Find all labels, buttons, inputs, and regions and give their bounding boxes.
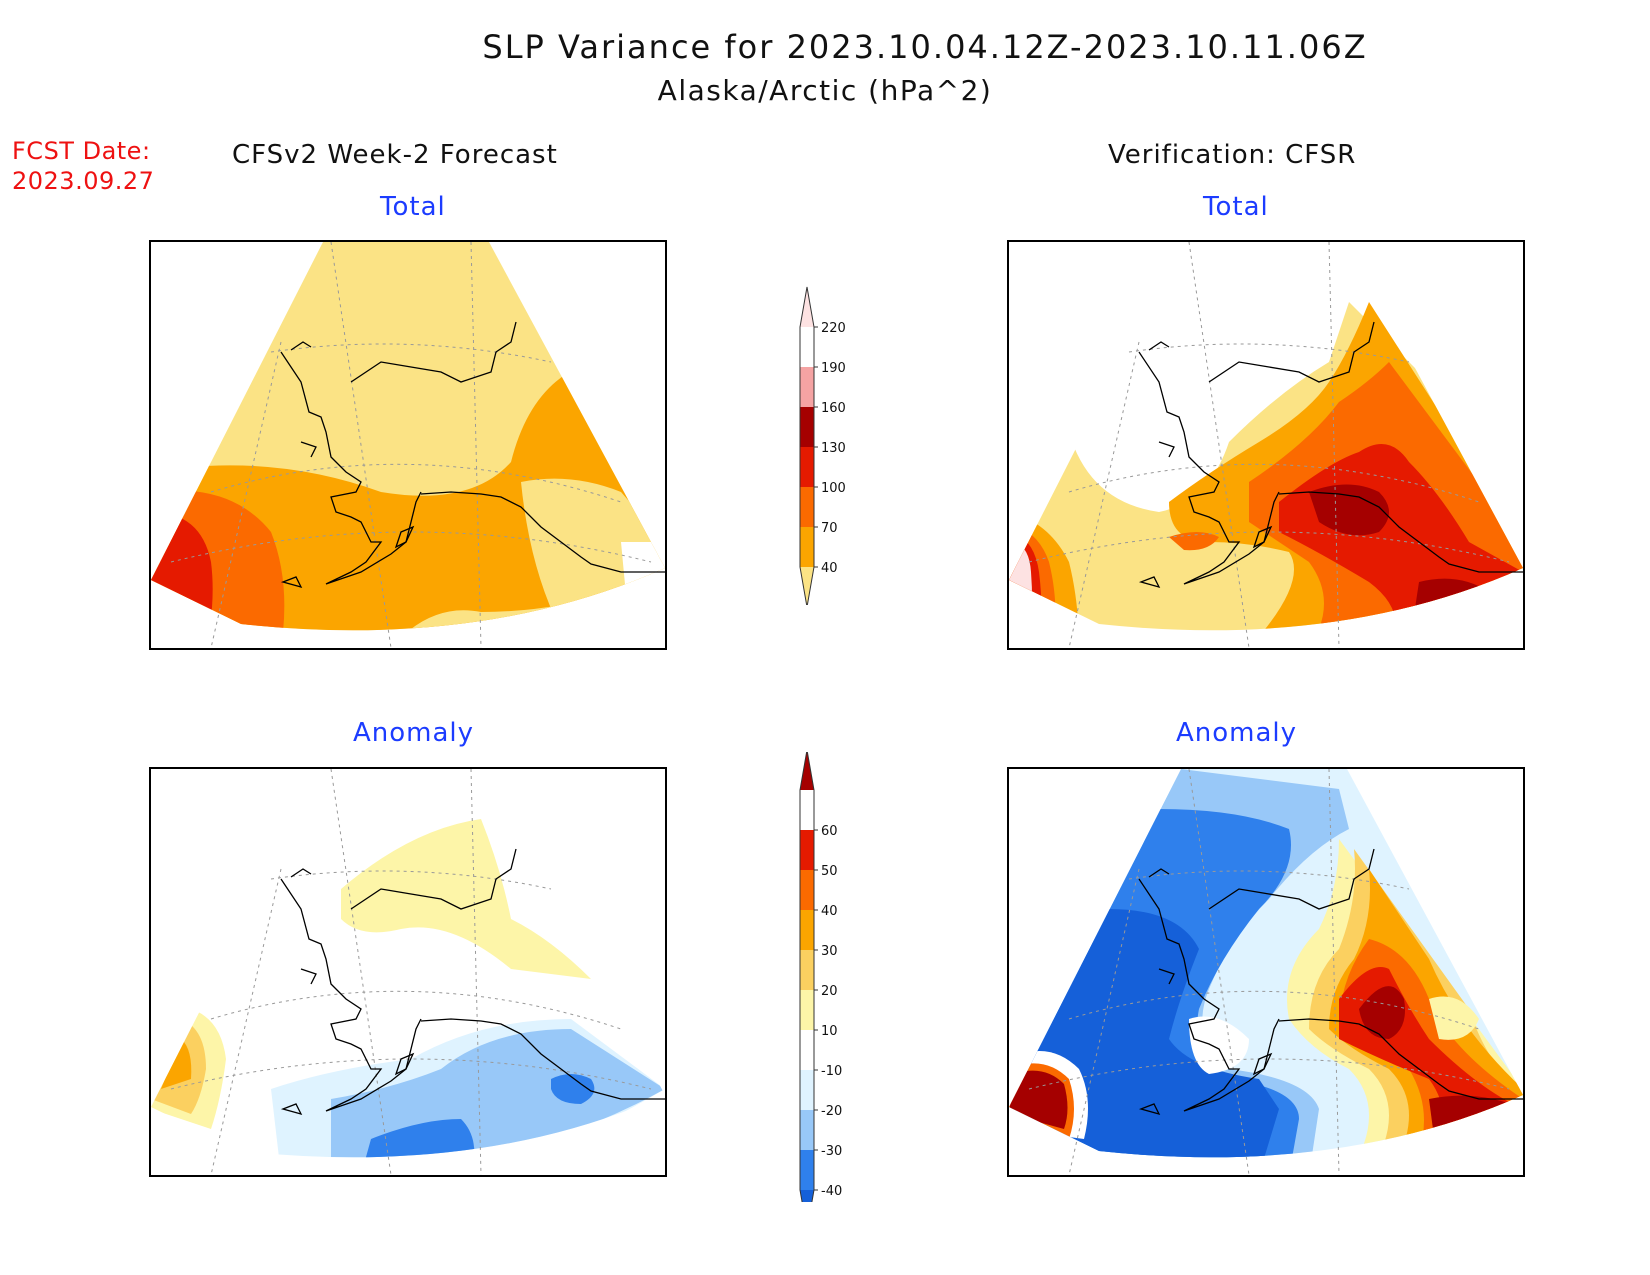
fcst-date-value: 2023.09.27 (12, 167, 155, 195)
anomaly-colorbar-tick-label: 50 (821, 864, 838, 879)
main-title: SLP Variance for 2023.10.04.12Z-2023.10.… (482, 28, 1368, 66)
anomaly-colorbar-swatch (800, 1070, 814, 1110)
total-colorbar-tick-label: 100 (821, 481, 846, 496)
main-subtitle: Alaska/Arctic (hPa^2) (657, 74, 993, 107)
anomaly-colorbar-swatch (800, 1110, 814, 1150)
verification-total-label: Total (1203, 192, 1269, 222)
verification-total-map (1007, 240, 1525, 650)
anomaly-colorbar-tick-label: -10 (821, 1064, 842, 1079)
anomaly-colorbar-swatch (800, 1030, 814, 1070)
forecast-anomaly-map (149, 767, 667, 1177)
forecast-anomaly-label: Anomaly (353, 718, 475, 748)
anomaly-colorbar-svg: -40 -30 -20 -10 10 20 30 40 50 60 (799, 749, 842, 1231)
total-colorbar-tick-label: 160 (821, 401, 846, 416)
fcst-date-label: FCST Date: (12, 137, 151, 165)
verification-anomaly-label: Anomaly (1176, 718, 1298, 748)
anomaly-colorbar-tick-label: -30 (821, 1144, 842, 1159)
anomaly-colorbar-swatch (800, 990, 814, 1030)
total-colorbar-swatch (800, 487, 814, 527)
verification-anomaly-map (1007, 767, 1525, 1177)
verification-column-title: Verification: CFSR (1108, 140, 1357, 170)
total-colorbar-swatch (800, 367, 814, 407)
anomaly-colorbar-tick-label: -40 (821, 1184, 842, 1199)
total-colorbar-tick-label: 190 (821, 361, 846, 376)
total-colorbar-swatch (800, 447, 814, 487)
total-colorbar-svg: 40 70 100 130 160 190 220 (799, 286, 846, 608)
anomaly-colorbar-tick-label: -20 (821, 1104, 842, 1119)
anomaly-colorbar-tick-label: 30 (821, 944, 838, 959)
anomaly-colorbar-tick-label: 40 (821, 904, 838, 919)
total-colorbar-swatch (800, 407, 814, 447)
anomaly-colorbar-swatch (800, 750, 814, 790)
forecast-total-map (149, 240, 667, 650)
total-colorbar-swatch (800, 567, 814, 607)
total-colorbar-tick-label: 40 (821, 561, 838, 576)
forecast-total-label: Total (380, 192, 446, 222)
total-colorbar-tick-label: 70 (821, 521, 838, 536)
anomaly-colorbar-tick-label: 10 (821, 1024, 838, 1039)
anomaly-colorbar-swatch (800, 830, 814, 870)
anomaly-colorbar-tick-label: 20 (821, 984, 838, 999)
total-colorbar-tick-label: 130 (821, 441, 846, 456)
anomaly-colorbar-swatch (800, 1150, 814, 1190)
anomaly-colorbar-swatch (800, 950, 814, 990)
total-colorbar-swatch (800, 287, 814, 327)
forecast-column-title: CFSv2 Week-2 Forecast (232, 140, 558, 170)
anomaly-colorbar-swatch (800, 910, 814, 950)
anomaly-colorbar: -40 -30 -20 -10 10 20 30 40 50 60 (795, 749, 875, 1231)
anomaly-colorbar-tick-label: 60 (821, 824, 838, 839)
fcst-date: FCST Date: 2023.09.27 (12, 136, 154, 196)
anomaly-colorbar-swatch (800, 870, 814, 910)
total-colorbar-tick-label: 220 (821, 321, 846, 336)
total-colorbar: 40 70 100 130 160 190 220 (795, 285, 875, 608)
total-colorbar-swatch (800, 527, 814, 567)
